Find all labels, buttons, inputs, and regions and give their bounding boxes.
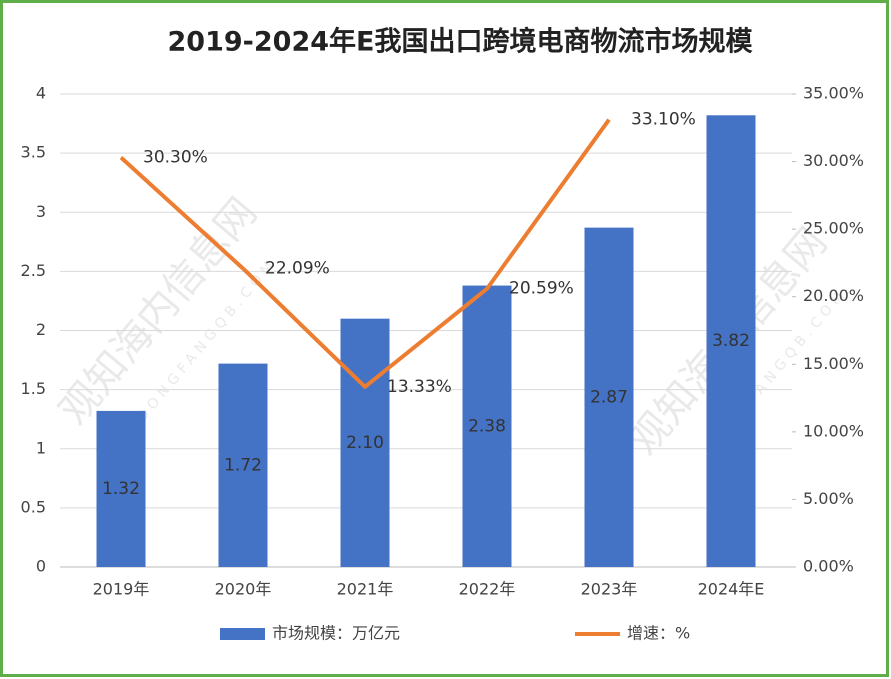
y2-tick-label: 25.00%: [803, 219, 864, 238]
y-tick-label: 2: [36, 320, 46, 339]
line-label: 22.09%: [265, 258, 330, 278]
y-tick-label: 2.5: [21, 261, 46, 280]
y2-tick-label: 5.00%: [803, 489, 854, 508]
legend-swatch: [220, 628, 265, 640]
bar-label: 2.87: [590, 387, 628, 407]
y-tick-label: 1.5: [21, 379, 46, 398]
x-tick-label: 2022年: [459, 580, 516, 599]
legend-label: 市场规模：万亿元: [272, 624, 400, 643]
y-tick-label: 4: [36, 84, 46, 103]
y2-tick-label: 30.00%: [803, 151, 864, 170]
bar: [340, 318, 390, 567]
bar-label: 1.72: [224, 455, 262, 475]
y-tick-label: 3.5: [21, 143, 46, 162]
y2-tick-label: 35.00%: [803, 84, 864, 103]
legend-label: 增速：%: [627, 624, 690, 643]
y-tick-label: 0: [36, 557, 46, 576]
x-tick-label: 2020年: [215, 580, 272, 599]
y-tick-label: 3: [36, 202, 46, 221]
y2-tick-label: 15.00%: [803, 354, 864, 373]
bar: [584, 227, 634, 567]
line-label: 33.10%: [631, 110, 696, 130]
x-tick-label: 2021年: [337, 580, 394, 599]
y-tick-label: 0.5: [21, 497, 46, 516]
y2-tick-label: 20.00%: [803, 286, 864, 305]
bar: [462, 285, 512, 567]
bar: [96, 410, 146, 567]
chart-title: 2019-2024年E我国出口跨境电商物流市场规模: [168, 26, 753, 58]
x-tick-label: 2024年E: [698, 580, 765, 599]
line-label: 13.33%: [387, 377, 452, 397]
y2-tick-label: 10.00%: [803, 421, 864, 440]
line-label: 30.30%: [143, 148, 208, 168]
bar-label: 2.38: [468, 416, 506, 436]
x-tick-label: 2019年: [93, 580, 150, 599]
bar-label: 2.10: [346, 433, 384, 453]
bar: [218, 363, 268, 567]
y2-tick-label: 0.00%: [803, 557, 854, 576]
bar-label: 3.82: [712, 331, 750, 351]
bar: [706, 115, 756, 567]
line: [119, 118, 611, 389]
bar-label: 1.32: [102, 479, 140, 499]
line-label: 20.59%: [509, 279, 574, 299]
y-tick-label: 1: [36, 438, 46, 457]
x-tick-label: 2023年: [581, 580, 638, 599]
